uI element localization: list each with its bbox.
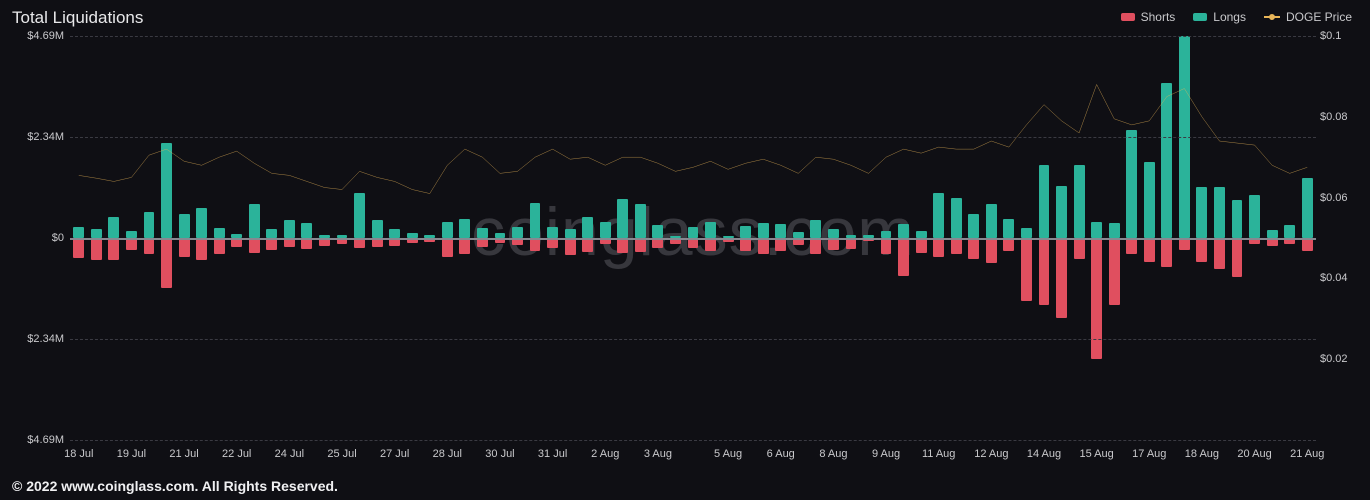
grid-line (70, 137, 1316, 138)
shorts-swatch (1121, 13, 1135, 21)
copyright-footer: © 2022 www.coinglass.com. All Rights Res… (12, 478, 338, 494)
x-axis-label: 2 Aug (591, 448, 619, 460)
y-left-label: $4.69M (4, 30, 64, 42)
x-axis-label: 22 Jul (222, 448, 251, 460)
x-axis-label: 17 Aug (1132, 448, 1166, 460)
legend-shorts[interactable]: Shorts (1121, 10, 1176, 24)
x-axis-label: 18 Aug (1185, 448, 1219, 460)
x-axis-label: 20 Aug (1237, 448, 1271, 460)
x-axis-label: 21 Aug (1290, 448, 1324, 460)
x-axis-label: 3 Aug (644, 448, 672, 460)
x-axis-label: 5 Aug (714, 448, 742, 460)
x-axis-label: 12 Aug (974, 448, 1008, 460)
y-left-label: $2.34M (4, 131, 64, 143)
x-axis-label: 27 Jul (380, 448, 409, 460)
y-right-label: $0.08 (1320, 111, 1368, 123)
y-right-label: $0.04 (1320, 272, 1368, 284)
x-axis-label: 9 Aug (872, 448, 900, 460)
x-axis-label: 15 Aug (1079, 448, 1113, 460)
chart-legend: Shorts Longs DOGE Price (1121, 10, 1352, 24)
longs-swatch (1193, 13, 1207, 21)
legend-price[interactable]: DOGE Price (1264, 10, 1352, 24)
x-axis-label: 28 Jul (433, 448, 462, 460)
x-axis-label: 11 Aug (922, 448, 955, 460)
y-right-label: $0.06 (1320, 192, 1368, 204)
y-right-label: $0.02 (1320, 353, 1368, 365)
liquidations-chart: Total Liquidations Shorts Longs DOGE Pri… (0, 0, 1370, 500)
y-left-label: $4.69M (4, 434, 64, 446)
x-axis-label: 25 Jul (327, 448, 356, 460)
x-axis-label: 21 Jul (169, 448, 198, 460)
legend-shorts-label: Shorts (1141, 10, 1176, 24)
x-axis-label: 19 Jul (117, 448, 146, 460)
legend-longs-label: Longs (1213, 10, 1246, 24)
grid-line (70, 440, 1316, 441)
grid-line (70, 339, 1316, 340)
x-axis-label: 31 Jul (538, 448, 567, 460)
x-axis-label: 14 Aug (1027, 448, 1061, 460)
x-axis-label: 18 Jul (64, 448, 93, 460)
grid-line (70, 36, 1316, 37)
y-left-label: $0 (4, 232, 64, 244)
x-axis-label: 24 Jul (275, 448, 304, 460)
price-swatch (1264, 16, 1280, 18)
legend-longs[interactable]: Longs (1193, 10, 1246, 24)
zero-line (70, 238, 1316, 240)
y-left-label: $2.34M (4, 333, 64, 345)
x-axis-label: 6 Aug (767, 448, 795, 460)
y-right-label: $0.1 (1320, 30, 1368, 42)
chart-title: Total Liquidations (12, 8, 143, 28)
legend-price-label: DOGE Price (1286, 10, 1352, 24)
x-axis-label: 8 Aug (819, 448, 847, 460)
x-axis-label: 30 Jul (485, 448, 514, 460)
plot-area: coinglass.com $4.69M$2.34M$0$2.34M$4.69M… (70, 36, 1316, 440)
price-path (79, 84, 1307, 193)
